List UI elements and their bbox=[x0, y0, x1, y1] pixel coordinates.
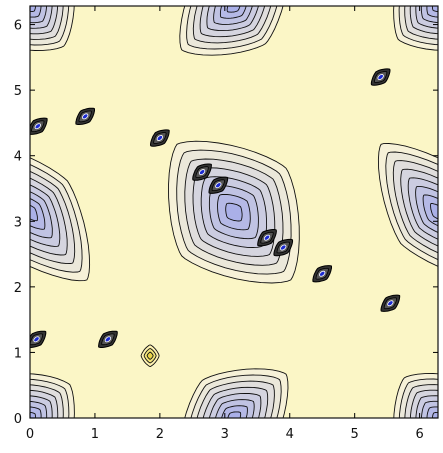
y-tick-label: 4 bbox=[14, 150, 22, 165]
x-tick-label: 1 bbox=[91, 427, 99, 442]
x-tick-label: 0 bbox=[26, 427, 34, 442]
x-tick-label: 2 bbox=[156, 427, 164, 442]
x-tick-label: 6 bbox=[415, 427, 423, 442]
x-tick-label: 3 bbox=[221, 427, 229, 442]
y-tick-label: 5 bbox=[14, 84, 22, 99]
contour-ring bbox=[226, 203, 242, 221]
x-tick-label: 5 bbox=[351, 427, 359, 442]
y-tick-label: 0 bbox=[14, 412, 22, 427]
y-tick-label: 1 bbox=[14, 346, 22, 361]
y-tick-label: 3 bbox=[14, 215, 22, 230]
x-tick-label: 4 bbox=[286, 427, 294, 442]
y-tick-label: 2 bbox=[14, 281, 22, 296]
y-tick-label: 6 bbox=[14, 19, 22, 34]
